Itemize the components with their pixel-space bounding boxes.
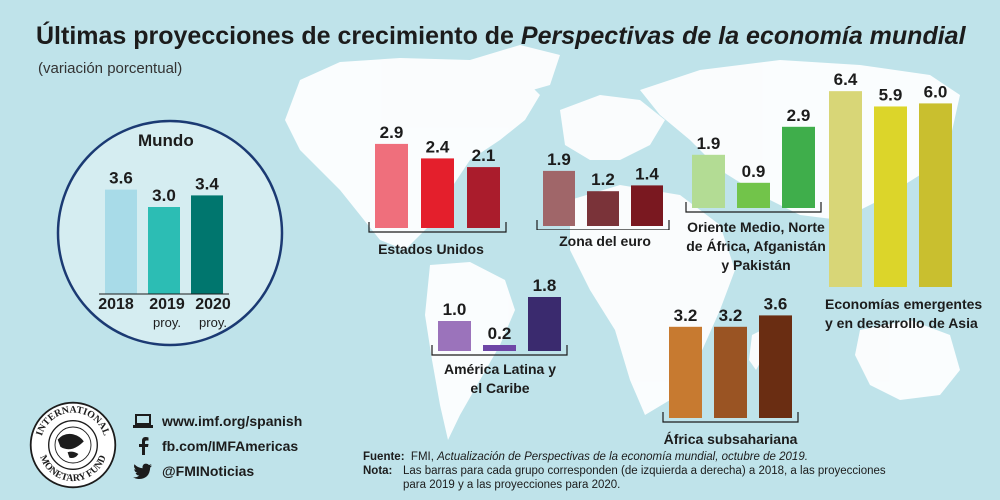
bar-sub-saharan-africa-1 xyxy=(714,326,747,418)
chart-title: Últimas proyecciones de crecimiento de P… xyxy=(36,22,966,50)
value-label-euro-area-0: 1.9 xyxy=(547,150,571,169)
axis-bracket-latin-america xyxy=(431,345,568,356)
sub-saharan-africa-growth-chart: 3.2 3.2 3.6 xyxy=(662,294,799,423)
region-name-latin-america: América Latina y el Caribe xyxy=(443,361,557,396)
contact-links: www.imf.org/spanish fb.com/IMFAmericas @… xyxy=(132,408,302,483)
value-label-latin-america-2: 1.8 xyxy=(533,276,557,295)
bar-world-2 xyxy=(191,195,223,294)
north-america-landmass xyxy=(285,58,540,250)
bar-us-0 xyxy=(375,143,408,228)
axis-bracket-mena xyxy=(685,202,822,213)
bar-us-2 xyxy=(467,167,500,228)
laptop-icon xyxy=(132,413,154,429)
value-label-world-1: 3.0 xyxy=(152,186,176,205)
bar-us-1 xyxy=(421,158,454,228)
twitter-link[interactable]: @FMINoticias xyxy=(132,458,302,483)
bar-euro-area-1 xyxy=(587,191,619,226)
value-label-world-0: 3.6 xyxy=(109,169,133,188)
tick-2019: 2019 proy. xyxy=(149,296,185,330)
mena-growth-chart: 1.9 0.9 2.9 xyxy=(685,106,822,213)
value-label-latin-america-0: 1.0 xyxy=(443,300,467,319)
bar-emerging-asia-2 xyxy=(919,103,952,288)
facebook-icon xyxy=(132,436,154,455)
imf-logo: INTERNATIONAL MONETARY FUND xyxy=(29,401,117,489)
region-name-mena: Oriente Medio, Norte de África, Afganist… xyxy=(686,219,826,273)
value-label-world-2: 3.4 xyxy=(195,174,219,193)
tick-2018: 2018 xyxy=(98,296,134,313)
region-name-mundo: Mundo xyxy=(138,131,194,150)
australia-landmass xyxy=(855,320,960,400)
region-name-euro-area: Zona del euro xyxy=(559,233,651,249)
euro-area-growth-chart: 1.9 1.2 1.4 xyxy=(536,150,670,230)
axis-bracket-us xyxy=(368,222,507,233)
value-label-emerging-asia-1: 5.9 xyxy=(879,85,903,104)
bar-euro-area-2 xyxy=(631,185,663,226)
facebook-link[interactable]: fb.com/IMFAmericas xyxy=(132,433,302,458)
value-label-mena-2: 2.9 xyxy=(787,106,811,125)
tick-2020: 2020 proy. xyxy=(195,296,231,330)
value-label-sub-saharan-africa-2: 3.6 xyxy=(764,294,788,313)
bar-world-1 xyxy=(148,207,180,294)
axis-bracket-euro-area xyxy=(536,220,670,230)
region-name-sub-saharan-africa: África subsahariana xyxy=(663,431,798,447)
value-label-emerging-asia-2: 6.0 xyxy=(924,82,948,101)
value-label-euro-area-1: 1.2 xyxy=(591,170,615,189)
bar-latin-america-1 xyxy=(483,345,516,351)
value-label-us-1: 2.4 xyxy=(426,137,450,156)
bar-emerging-asia-1 xyxy=(874,106,907,288)
bar-latin-america-0 xyxy=(438,321,471,351)
region-name-us: Estados Unidos xyxy=(378,241,484,257)
axis-bracket-sub-saharan-africa xyxy=(662,412,799,423)
source-notes: Fuente: FMI, Actualización de Perspectiv… xyxy=(363,450,993,492)
bar-sub-saharan-africa-0 xyxy=(669,326,702,418)
greenland-landmass xyxy=(470,45,560,95)
value-label-sub-saharan-africa-0: 3.2 xyxy=(674,306,698,325)
twitter-icon xyxy=(132,463,154,479)
bar-mena-0 xyxy=(692,154,725,208)
region-name-emerging-asia: Economías emergentes y en desarrollo de … xyxy=(825,296,983,331)
bar-latin-america-2 xyxy=(528,297,561,351)
us-growth-chart: 2.9 2.4 2.1 xyxy=(368,123,507,233)
europe-landmass xyxy=(560,95,665,160)
value-label-sub-saharan-africa-1: 3.2 xyxy=(719,306,743,325)
bar-emerging-asia-0 xyxy=(829,91,862,287)
value-label-latin-america-1: 0.2 xyxy=(488,324,512,343)
website-link[interactable]: www.imf.org/spanish xyxy=(132,408,302,433)
bar-euro-area-0 xyxy=(543,170,575,226)
world-growth-chart: 3.6 3.0 3.4 xyxy=(56,119,284,347)
chart-subtitle: (variación porcentual) xyxy=(38,60,183,77)
value-label-us-0: 2.9 xyxy=(380,123,404,142)
value-label-mena-0: 1.9 xyxy=(697,134,721,153)
bar-world-0 xyxy=(105,189,137,294)
emerging-asia-growth-chart: 6.4 5.9 6.0 xyxy=(829,70,952,288)
source-line: Fuente: FMI, Actualización de Perspectiv… xyxy=(363,451,808,463)
value-label-mena-1: 0.9 xyxy=(742,162,766,181)
bar-mena-2 xyxy=(782,126,815,208)
note-line: Nota: Las barras para cada grupo corresp… xyxy=(363,465,886,491)
value-label-us-2: 2.1 xyxy=(472,146,496,165)
latin-america-growth-chart: 1.0 0.2 1.8 xyxy=(431,276,568,356)
bar-mena-1 xyxy=(737,182,770,208)
bar-sub-saharan-africa-2 xyxy=(759,315,792,418)
value-label-euro-area-2: 1.4 xyxy=(635,164,659,183)
value-label-emerging-asia-0: 6.4 xyxy=(834,70,858,89)
